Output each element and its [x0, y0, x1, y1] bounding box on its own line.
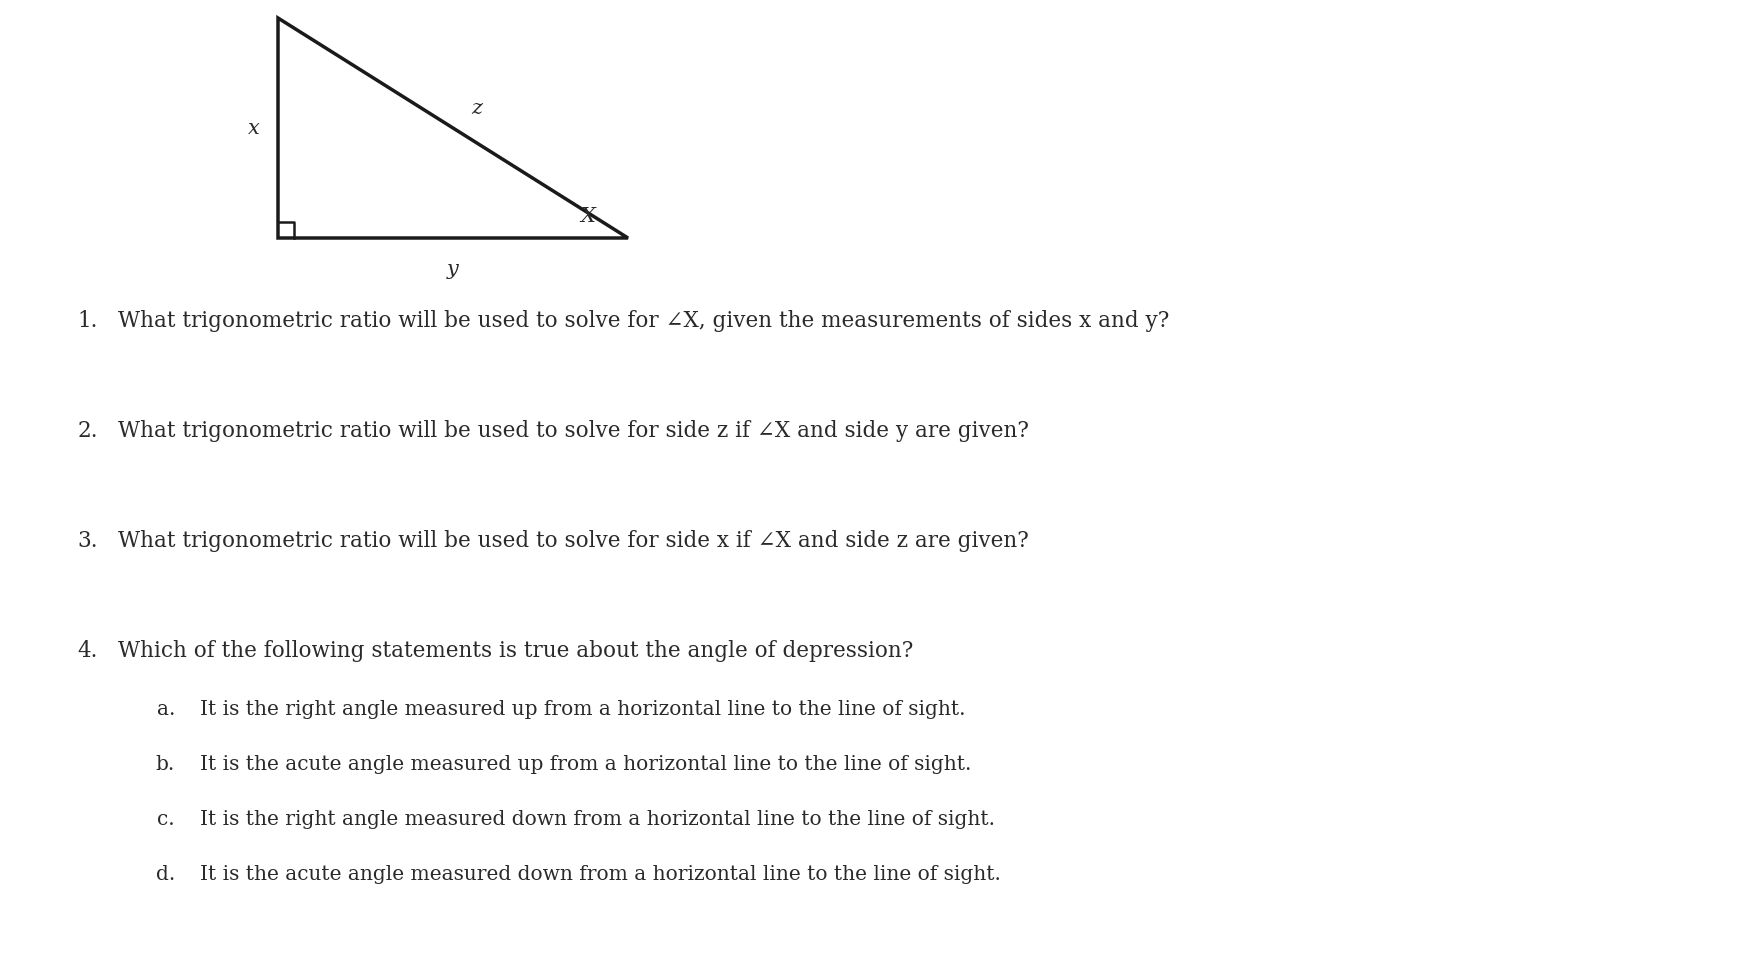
- Text: 2.: 2.: [77, 420, 99, 442]
- Text: y: y: [447, 260, 460, 279]
- Text: It is the right angle measured up from a horizontal line to the line of sight.: It is the right angle measured up from a…: [201, 700, 965, 719]
- Text: What trigonometric ratio will be used to solve for ∠X, given the measurements of: What trigonometric ratio will be used to…: [118, 310, 1169, 332]
- Text: 1.: 1.: [77, 310, 99, 332]
- Text: X: X: [579, 206, 595, 225]
- Text: 4.: 4.: [77, 640, 99, 662]
- Text: What trigonometric ratio will be used to solve for side x if ∠X and side z are g: What trigonometric ratio will be used to…: [118, 530, 1028, 552]
- Text: d.: d.: [155, 865, 174, 884]
- Text: It is the acute angle measured down from a horizontal line to the line of sight.: It is the acute angle measured down from…: [201, 865, 1000, 884]
- Text: What trigonometric ratio will be used to solve for side z if ∠X and side y are g: What trigonometric ratio will be used to…: [118, 420, 1028, 442]
- Text: b.: b.: [155, 755, 174, 774]
- Text: z: z: [470, 99, 483, 118]
- Text: It is the acute angle measured up from a horizontal line to the line of sight.: It is the acute angle measured up from a…: [201, 755, 972, 774]
- Text: a.: a.: [157, 700, 174, 719]
- Text: It is the right angle measured down from a horizontal line to the line of sight.: It is the right angle measured down from…: [201, 810, 995, 829]
- Text: c.: c.: [157, 810, 174, 829]
- Text: 3.: 3.: [77, 530, 99, 552]
- Text: x: x: [248, 118, 261, 138]
- Text: Which of the following statements is true about the angle of depression?: Which of the following statements is tru…: [118, 640, 914, 662]
